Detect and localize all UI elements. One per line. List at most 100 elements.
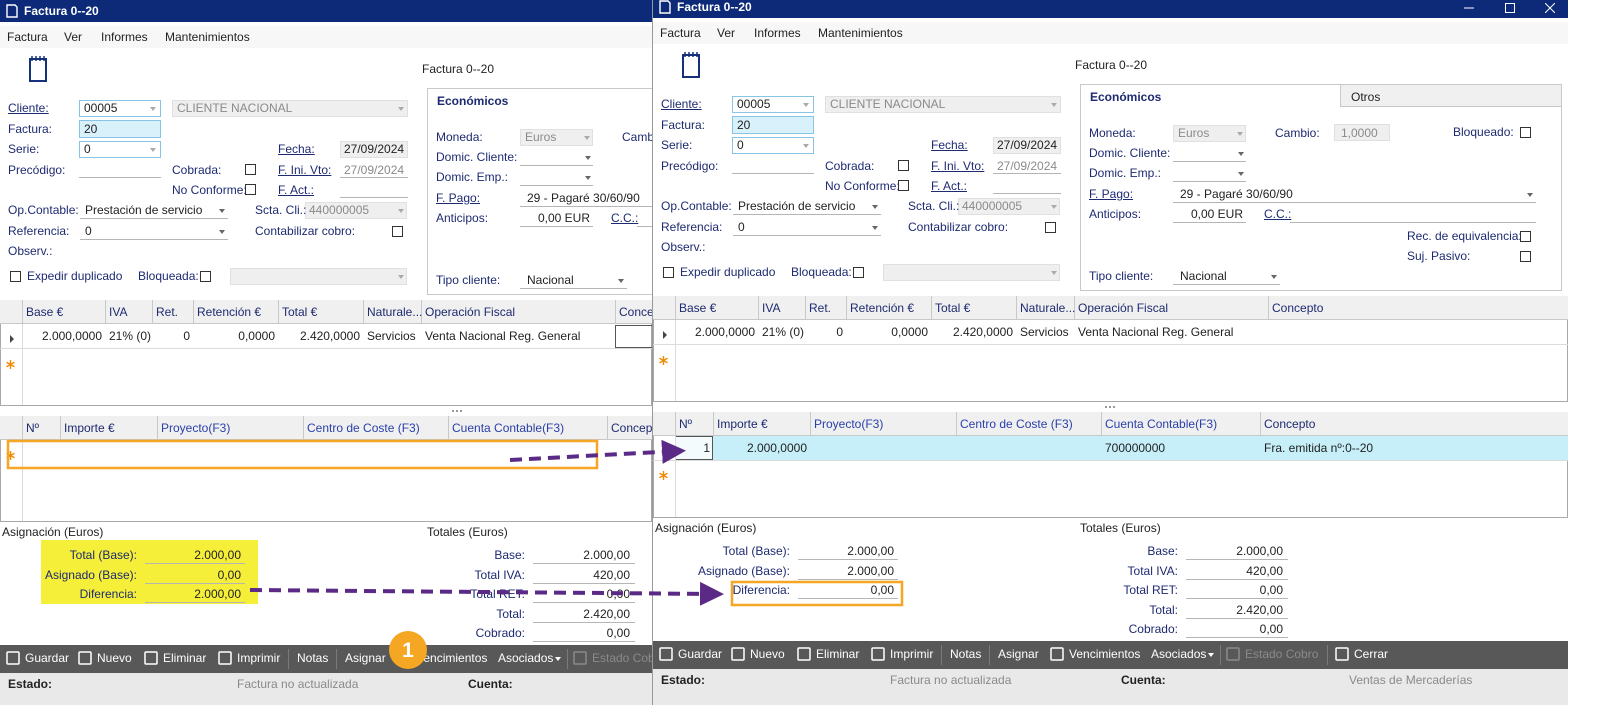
input[interactable]	[340, 141, 408, 158]
input[interactable]	[883, 264, 1060, 281]
toolbar-button[interactable]: Eliminar	[816, 647, 860, 661]
checkbox[interactable]	[1520, 251, 1531, 262]
input[interactable]	[520, 190, 652, 207]
toolbar-button[interactable]: Notas	[950, 647, 982, 661]
toolbar-button[interactable]: Vencimientos	[416, 651, 488, 665]
input[interactable]	[733, 219, 881, 236]
dropdown-arrow[interactable]	[398, 107, 404, 111]
dropdown-arrow[interactable]	[1051, 205, 1057, 209]
input[interactable]	[230, 268, 407, 285]
input[interactable]	[958, 198, 1060, 215]
toolbar-button[interactable]: Guardar	[25, 651, 70, 665]
input[interactable]	[732, 116, 814, 134]
checkbox[interactable]	[898, 180, 909, 191]
menu-item[interactable]: Mantenimientos	[818, 26, 903, 40]
input[interactable]	[79, 161, 161, 178]
menu-item[interactable]: Factura	[7, 30, 48, 44]
dropdown-arrow[interactable]	[585, 176, 591, 180]
toolbar-button[interactable]: Vencimientos	[1069, 647, 1141, 661]
input[interactable]	[520, 129, 593, 146]
input[interactable]	[79, 100, 161, 117]
input[interactable]	[80, 223, 228, 240]
toolbar-button[interactable]: Imprimir	[237, 651, 281, 665]
input[interactable]	[305, 202, 407, 219]
checkbox[interactable]	[663, 267, 674, 278]
toolbar-button[interactable]: Nuevo	[750, 647, 785, 661]
input[interactable]	[1334, 124, 1390, 141]
input[interactable]	[1173, 165, 1246, 182]
menu-item[interactable]: Ver	[717, 26, 736, 40]
input[interactable]	[340, 182, 408, 198]
dropdown-arrow[interactable]	[219, 209, 225, 213]
tab-label[interactable]: Económicos	[1090, 90, 1162, 104]
dropdown-arrow[interactable]	[150, 148, 156, 152]
menu-item[interactable]: Ver	[64, 30, 83, 44]
menu-item[interactable]: Mantenimientos	[165, 30, 250, 44]
checkbox[interactable]	[245, 184, 256, 195]
checkbox[interactable]	[200, 271, 211, 282]
toolbar-button[interactable]: Eliminar	[163, 651, 207, 665]
dropdown-arrow[interactable]	[618, 279, 624, 283]
dropdown-arrow[interactable]	[1051, 271, 1057, 275]
input[interactable]	[732, 96, 814, 113]
toolbar-button[interactable]: Imprimir	[890, 647, 934, 661]
input[interactable]	[733, 198, 881, 215]
tab-label[interactable]: Económicos	[437, 94, 509, 108]
input[interactable]	[1173, 206, 1246, 223]
menu-item[interactable]: Informes	[754, 26, 801, 40]
input[interactable]	[732, 137, 814, 154]
dropdown-arrow[interactable]	[398, 209, 404, 213]
dropdown-arrow[interactable]	[150, 107, 156, 111]
checkbox[interactable]	[898, 160, 909, 171]
checkbox[interactable]	[10, 271, 21, 282]
input[interactable]	[993, 137, 1061, 154]
input[interactable]	[80, 202, 228, 219]
toolbar-button[interactable]: Estado Cobro	[1245, 647, 1319, 661]
close[interactable]	[1544, 2, 1556, 14]
tab[interactable]	[1340, 84, 1562, 107]
toolbar-button[interactable]: Asociados	[498, 651, 554, 665]
input[interactable]	[732, 157, 814, 174]
input[interactable]	[1173, 186, 1536, 203]
input[interactable]	[520, 210, 593, 227]
dropdown-arrow[interactable]	[1208, 653, 1214, 657]
dropdown-arrow[interactable]	[872, 226, 878, 230]
maximize[interactable]	[1505, 3, 1515, 13]
input[interactable]	[1290, 206, 1536, 223]
dropdown-arrow[interactable]	[872, 205, 878, 209]
toolbar-button[interactable]: Cerrar	[1354, 647, 1389, 661]
menu-item[interactable]: Factura	[660, 26, 701, 40]
checkbox[interactable]	[1520, 127, 1531, 138]
input[interactable]	[1173, 145, 1246, 162]
checkbox[interactable]	[1045, 222, 1056, 233]
input[interactable]	[1173, 268, 1280, 285]
toolbar-button[interactable]: Asignar	[998, 647, 1039, 661]
dropdown-arrow[interactable]	[1238, 172, 1244, 176]
toolbar-button[interactable]: Estado Cob	[592, 651, 652, 665]
dropdown-arrow[interactable]	[555, 657, 561, 661]
dropdown-arrow[interactable]	[1237, 132, 1243, 136]
dropdown-arrow[interactable]	[584, 136, 590, 140]
input[interactable]	[637, 210, 652, 227]
dropdown-arrow[interactable]	[398, 275, 404, 279]
toolbar-button[interactable]: Nuevo	[97, 651, 132, 665]
checkbox[interactable]	[245, 164, 256, 175]
dropdown-arrow[interactable]	[803, 103, 809, 107]
input[interactable]	[340, 161, 408, 178]
dropdown-arrow[interactable]	[219, 230, 225, 234]
input[interactable]	[79, 141, 161, 158]
dropdown-arrow[interactable]	[803, 144, 809, 148]
input[interactable]	[825, 96, 1061, 113]
toolbar-button[interactable]: Notas	[297, 651, 329, 665]
toolbar-button[interactable]: Guardar	[678, 647, 723, 661]
toolbar-button[interactable]: Asignar	[345, 651, 386, 665]
checkbox[interactable]	[392, 226, 403, 237]
input[interactable]	[520, 272, 627, 289]
dropdown-arrow[interactable]	[1051, 103, 1057, 107]
input[interactable]	[520, 169, 593, 186]
input[interactable]	[172, 100, 408, 117]
toolbar-button[interactable]: Asociados	[1151, 647, 1207, 661]
input[interactable]	[993, 178, 1061, 194]
tab-label[interactable]: Otros	[1351, 90, 1381, 104]
dropdown-arrow[interactable]	[1271, 275, 1277, 279]
